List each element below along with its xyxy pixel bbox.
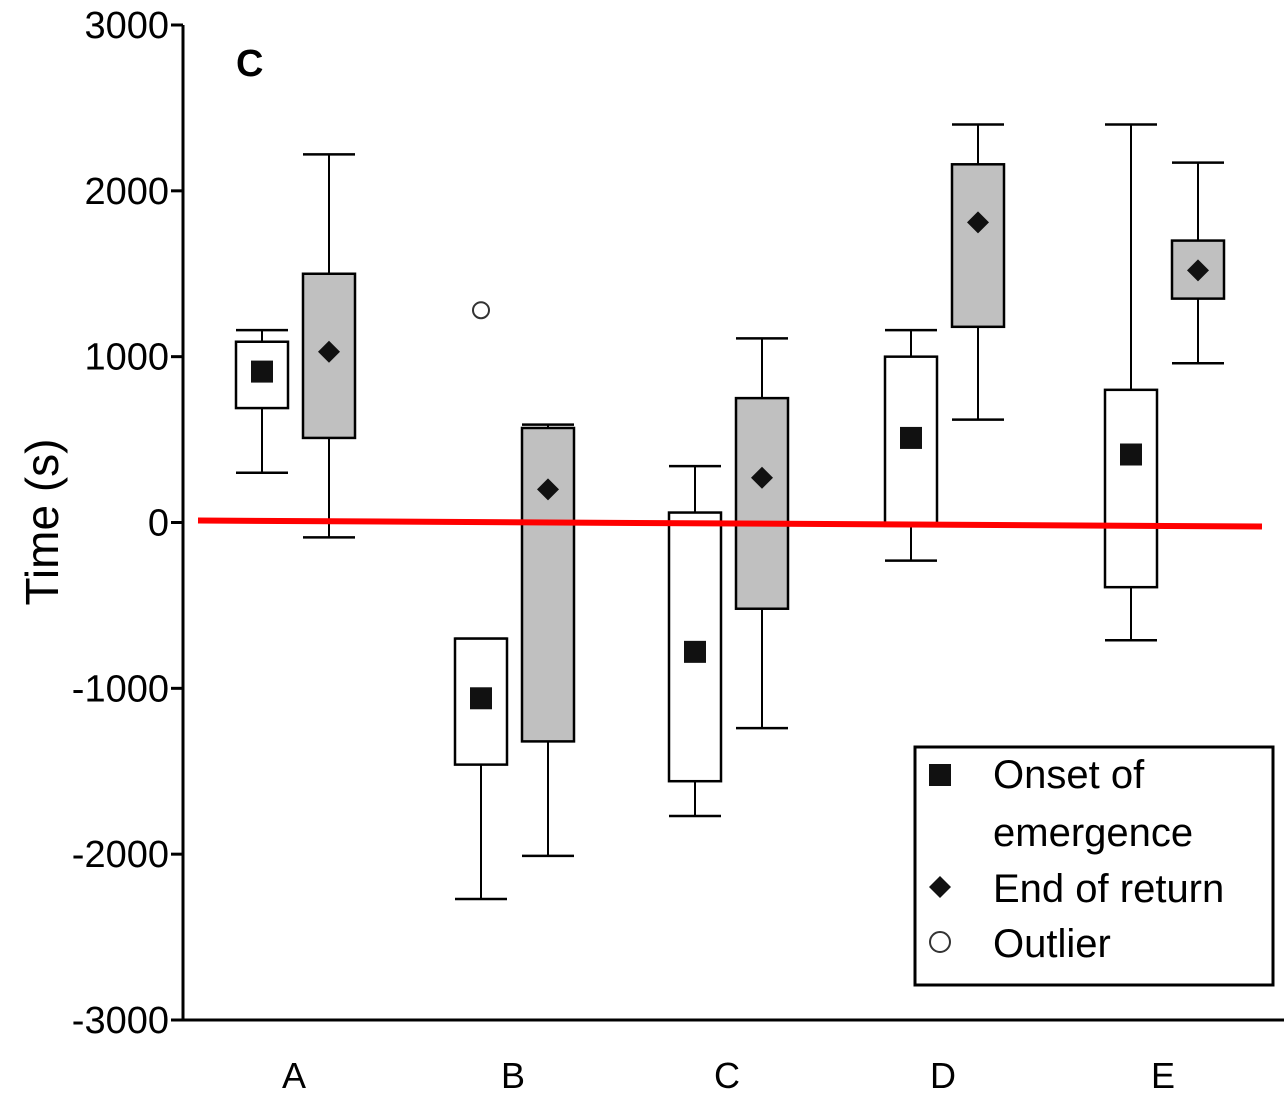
x-category-label: E [1151, 1055, 1175, 1095]
y-tick-label: 0 [148, 503, 169, 545]
box-C-end [734, 337, 790, 730]
x-category-label: D [930, 1055, 956, 1095]
boxes [234, 123, 1226, 901]
box-A-end [301, 153, 357, 539]
mean-marker-diamond [537, 478, 559, 501]
legend: Onset of emergence End of return Outlier [913, 745, 1275, 987]
box-E-onset [1103, 123, 1159, 642]
mean-marker-square [1120, 443, 1142, 466]
legend-label: Onset of [993, 753, 1145, 797]
outlier-point [472, 301, 490, 320]
box-D-onset [883, 328, 939, 562]
mean-marker-square [684, 640, 706, 663]
y-axis-title: Time (s) [16, 439, 68, 606]
legend-label: Outlier [993, 922, 1111, 966]
box-D-end [950, 123, 1006, 421]
box-E-end [1170, 161, 1226, 365]
mean-marker-square [900, 426, 922, 449]
y-tick-label: 2000 [84, 171, 169, 213]
x-category-label: A [282, 1055, 306, 1095]
y-ticks: 3000 2000 1000 0 -1000 -2000 -3000 [72, 5, 183, 1042]
mean-marker-diamond [318, 340, 340, 363]
x-category-label: B [501, 1055, 525, 1095]
mean-marker-diamond [751, 466, 773, 489]
y-tick-label: -1000 [72, 668, 169, 710]
y-tick-label: -2000 [72, 834, 169, 876]
mean-marker-diamond [1187, 259, 1209, 282]
mean-marker-square [251, 360, 273, 383]
y-tick-label: 1000 [84, 337, 169, 379]
legend-box [913, 745, 1275, 987]
legend-marker-circle [929, 931, 951, 953]
box-A-onset [234, 328, 290, 474]
x-category-labels: A B C D E [282, 1055, 1175, 1095]
mean-marker-square [470, 687, 492, 710]
box-iqr [734, 396, 790, 610]
legend-marker-diamond [929, 876, 951, 898]
box-B-onset [453, 637, 509, 901]
box-C-onset [667, 464, 723, 818]
box-iqr [1103, 388, 1159, 589]
box-B-end [520, 423, 576, 858]
legend-label: emergence [993, 811, 1193, 855]
mean-marker-diamond [967, 211, 989, 234]
x-category-label: C [714, 1055, 740, 1095]
zero-reference-line [197, 517, 1263, 530]
box-iqr [520, 426, 576, 743]
y-tick-label: -3000 [72, 1000, 169, 1042]
legend-label: End of return [993, 867, 1224, 911]
box-iqr [950, 163, 1006, 329]
panel-label: C [236, 43, 263, 85]
legend-marker-square [929, 764, 951, 786]
y-tick-label: 3000 [84, 5, 169, 47]
